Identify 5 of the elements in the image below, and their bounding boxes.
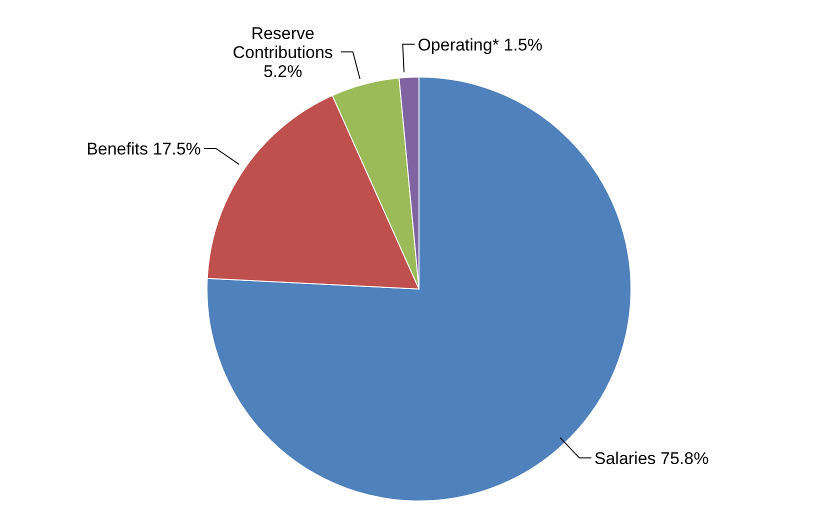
slice-label: Reserve Contributions [232,24,333,62]
data-label: 5.2% [263,62,302,81]
slice-label: Operating* 1.5% [418,35,542,54]
slice-label: Salaries 75.8% [594,448,709,468]
slice-label: Benefits 17.5% [86,139,201,158]
